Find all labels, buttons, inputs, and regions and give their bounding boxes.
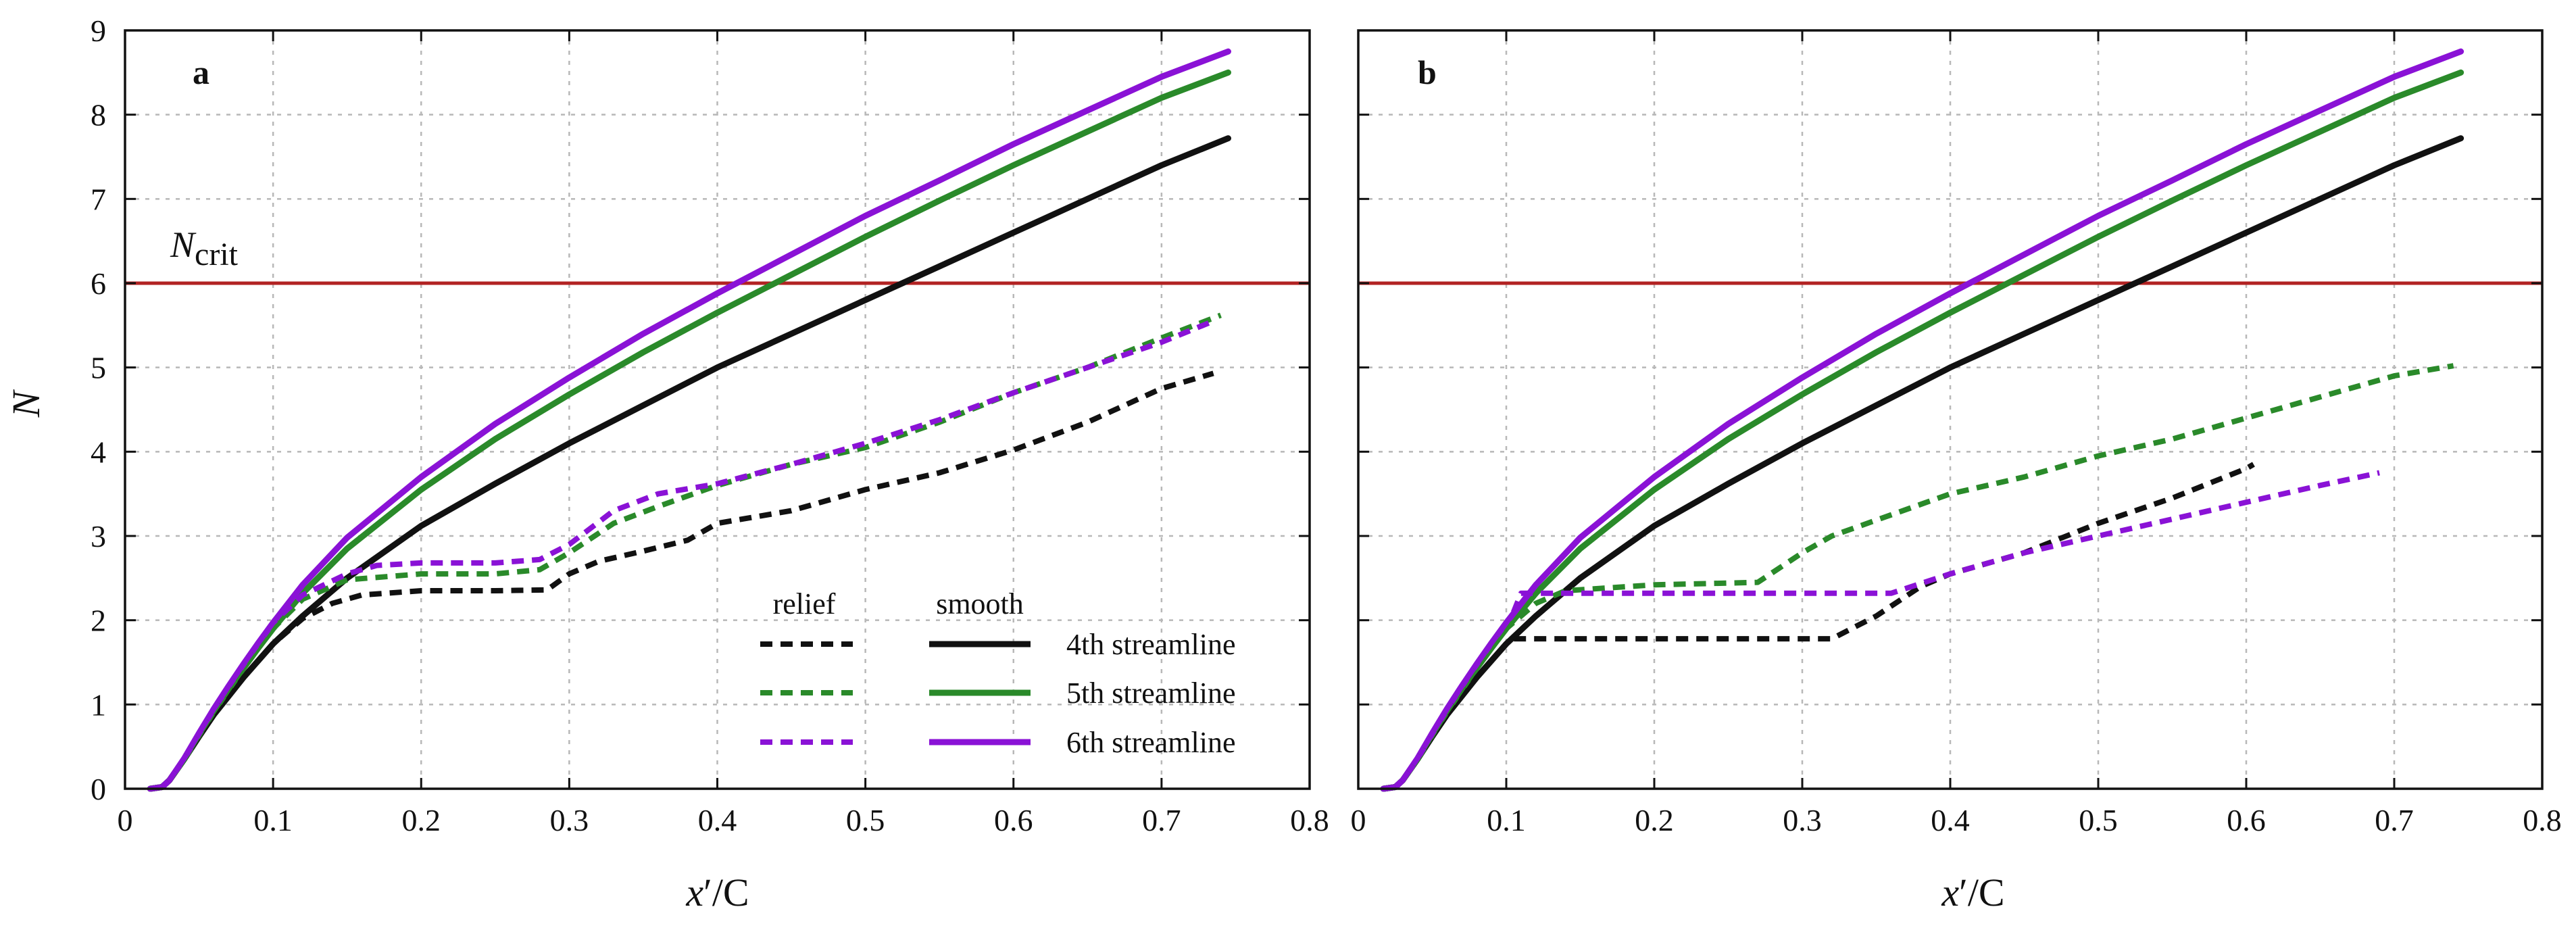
legend-header-relief: relief [773, 587, 836, 620]
series-6th-streamline-relief [1383, 470, 2380, 791]
legend-header-smooth: smooth [936, 587, 1024, 620]
x-tick-label: 0 [1351, 803, 1366, 837]
n-crit-sub: crit [195, 237, 239, 272]
y-tick-label: 0 [91, 772, 106, 806]
x-tick-label: 0.7 [1142, 803, 1181, 837]
legend-entry-label: 6th streamline [1066, 726, 1236, 759]
x-tick-label: 0.7 [2375, 803, 2414, 837]
y-tick-label: 8 [91, 98, 106, 132]
x-tick-label: 0.5 [846, 803, 885, 837]
panel-label-a: a [193, 53, 209, 91]
ticks-b: 0 0.1 0.2 0.3 0.4 0.5 0.6 0.7 0.8 [1351, 29, 2562, 837]
legend-entry-label: 5th streamline [1066, 677, 1236, 710]
series-5th-streamline-smooth [1380, 69, 2464, 792]
legend-entry-label: 4th streamline [1066, 628, 1236, 661]
grid-a [125, 30, 1310, 789]
series-4th-streamline-relief [1383, 462, 2255, 791]
series-4th-streamline-smooth [1380, 135, 2464, 792]
n-crit-label: Ncrit [170, 224, 239, 272]
panel-a: 0 0.1 0.2 0.3 0.4 0.5 0.6 0.7 0.8 0 1 2 3 4 5 6 7 8 9 a Nc… [4, 14, 1329, 914]
panel-b: 0 0.1 0.2 0.3 0.4 0.5 0.6 0.7 0.8 b x′/C [1351, 29, 2562, 914]
x-tick-label: 0.4 [698, 803, 737, 837]
x-tick-label: 0.1 [253, 803, 293, 837]
series-layer-b [1380, 48, 2464, 792]
y-tick-label: 6 [91, 266, 106, 301]
legend: relief smooth 4th streamline 5th streamline… [760, 587, 1236, 759]
panel-label-b: b [1418, 53, 1437, 91]
x-tick-label: 0.3 [550, 803, 589, 837]
x-tick-label: 0.8 [2523, 803, 2562, 837]
x-axis-label-a: x′/C [685, 871, 749, 914]
grid-b [1358, 30, 2542, 789]
y-tick-label: 1 [91, 687, 106, 722]
x-tick-label: 0.4 [1931, 803, 1970, 837]
series-layer-a [147, 48, 1231, 792]
series-6th-streamline-relief [149, 318, 1215, 791]
x-axis-label-b: x′/C [1941, 871, 2004, 914]
x-tick-label: 0.6 [2227, 803, 2266, 837]
x-tick-label: 0.5 [2079, 803, 2118, 837]
x-tick-label: 0.3 [1783, 803, 1822, 837]
y-tick-label: 7 [91, 182, 106, 216]
x-tick-label: 0.1 [1487, 803, 1526, 837]
series-5th-streamline-relief [149, 312, 1222, 791]
series-6th-streamline-smooth [1380, 48, 2464, 792]
y-tick-label: 9 [91, 14, 106, 48]
x-tick-label: 0.2 [402, 803, 441, 837]
y-axis-label-a: N [4, 389, 48, 418]
x-tick-label: 0.2 [1635, 803, 1674, 837]
ticks-a: 0 0.1 0.2 0.3 0.4 0.5 0.6 0.7 0.8 0 1 2 3 4 5 6 7 8 9 [91, 14, 1329, 837]
y-tick-label: 3 [91, 519, 106, 554]
series-5th-streamline-relief [1383, 363, 2454, 791]
y-tick-label: 2 [91, 604, 106, 638]
x-tick-label: 0 [118, 803, 133, 837]
y-tick-label: 5 [91, 351, 106, 385]
x-tick-label: 0.8 [1290, 803, 1329, 837]
y-tick-label: 4 [91, 435, 106, 469]
x-tick-label: 0.6 [994, 803, 1033, 837]
n-crit-main: N [170, 224, 197, 265]
